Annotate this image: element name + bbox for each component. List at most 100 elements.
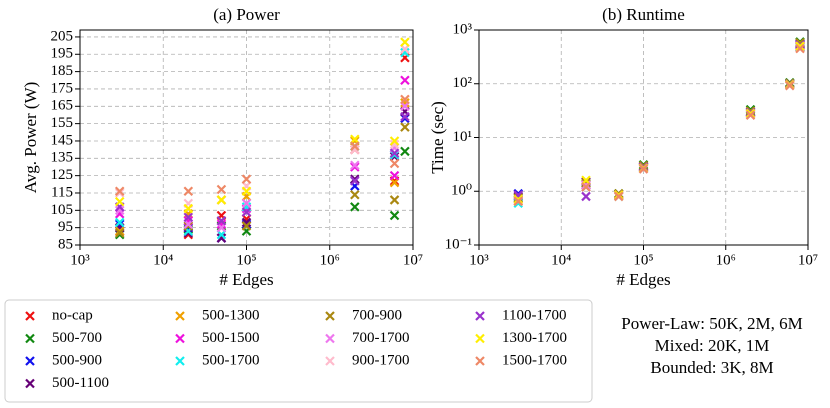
data-point — [350, 141, 360, 151]
data-point — [216, 233, 227, 243]
x-tick-label: 10⁴ — [551, 252, 571, 268]
y-tick-label: 175 — [51, 80, 74, 96]
legend-label: 500-1500 — [202, 330, 260, 346]
legend-marker — [475, 333, 485, 344]
data-point — [613, 191, 624, 202]
data-point — [350, 202, 360, 212]
y-tick-label: 10⁻¹ — [445, 236, 472, 252]
legend-marker — [475, 311, 485, 321]
data-point — [400, 75, 410, 86]
y-tick-label: 125 — [51, 167, 74, 183]
data-point — [183, 221, 194, 231]
x-tick-label: 10⁶ — [716, 252, 736, 268]
y-tick-label: 155 — [51, 115, 74, 131]
legend-marker — [25, 356, 35, 366]
data-point — [350, 160, 360, 171]
legend-marker — [175, 356, 185, 366]
data-point — [114, 186, 125, 197]
data-point — [389, 210, 400, 221]
legend-marker — [25, 333, 35, 344]
y-tick-label: 10² — [453, 75, 473, 91]
data-point — [114, 209, 125, 219]
x-tick-label: 10⁷ — [403, 252, 423, 268]
data-point — [216, 219, 227, 229]
legend-label: 500-900 — [52, 352, 102, 368]
data-point — [638, 164, 649, 174]
data-point — [389, 151, 400, 162]
data-point — [114, 188, 125, 198]
data-point — [389, 158, 400, 169]
legend-marker — [475, 356, 485, 366]
x-tick-label: 10⁶ — [320, 252, 340, 268]
data-point — [581, 182, 591, 192]
y-tick-label: 10⁰ — [451, 183, 472, 199]
chart-title: (a) Power — [213, 5, 280, 24]
legend-marker — [25, 378, 35, 389]
y-axis-label: Avg. Power (W) — [21, 82, 40, 194]
x-tick-label: 10⁷ — [798, 252, 818, 268]
data-point — [350, 162, 360, 172]
legend-label: 1500-1700 — [502, 352, 567, 368]
data-point — [745, 108, 756, 119]
x-tick-label: 10⁴ — [153, 252, 173, 268]
y-tick-label: 115 — [51, 184, 73, 200]
legend-marker — [325, 356, 335, 366]
data-point — [389, 148, 400, 158]
y-tick-label: 145 — [51, 132, 74, 148]
data-point — [216, 229, 227, 240]
annotation: Bounded: 3K, 8M — [650, 358, 773, 377]
data-point — [400, 44, 410, 54]
data-point — [350, 176, 360, 186]
chart-title: (b) Runtime — [602, 5, 685, 24]
data-point — [183, 186, 194, 197]
annotation: Mixed: 20K, 1M — [655, 336, 770, 355]
legend-marker — [175, 311, 185, 321]
data-point — [114, 229, 125, 240]
data-point — [400, 113, 410, 124]
data-point — [638, 160, 649, 171]
data-point — [241, 198, 252, 209]
data-point — [400, 101, 410, 112]
legend-label: 900-1700 — [352, 352, 410, 368]
plot-frame — [79, 29, 414, 246]
data-point — [795, 43, 805, 54]
y-tick-label: 105 — [51, 202, 74, 218]
legend-label: 1300-1700 — [502, 330, 567, 346]
legend-label: 700-900 — [352, 307, 402, 323]
data-point — [745, 110, 756, 120]
legend-label: 500-1100 — [52, 375, 109, 391]
data-point — [241, 186, 252, 197]
data-point — [400, 37, 410, 47]
plot-frame — [478, 29, 809, 246]
data-point — [795, 41, 805, 51]
data-point — [389, 139, 400, 150]
legend-marker — [325, 333, 335, 344]
data-point — [350, 134, 360, 145]
data-point — [216, 195, 227, 205]
y-tick-label: 195 — [51, 46, 74, 62]
data-point — [114, 226, 125, 236]
data-point — [241, 217, 252, 228]
data-point — [784, 80, 795, 91]
data-point — [400, 122, 410, 132]
x-axis-label: # Edges — [219, 270, 273, 289]
annotation: Power-Law: 50K, 2M, 6M — [621, 314, 802, 333]
data-point — [581, 191, 591, 202]
data-point — [400, 111, 410, 122]
data-point — [389, 136, 400, 146]
legend-box — [4, 299, 593, 403]
y-tick-label: 165 — [51, 98, 74, 114]
data-point — [183, 228, 194, 238]
data-point — [389, 170, 400, 181]
data-point — [350, 174, 360, 184]
data-point — [114, 196, 125, 207]
data-point — [350, 189, 360, 200]
legend-marker — [175, 333, 185, 344]
x-tick-label: 10³ — [70, 252, 90, 268]
data-point — [183, 219, 194, 229]
data-point — [216, 184, 227, 195]
legend-marker — [325, 311, 335, 321]
data-point — [400, 94, 410, 105]
data-point — [114, 205, 125, 216]
